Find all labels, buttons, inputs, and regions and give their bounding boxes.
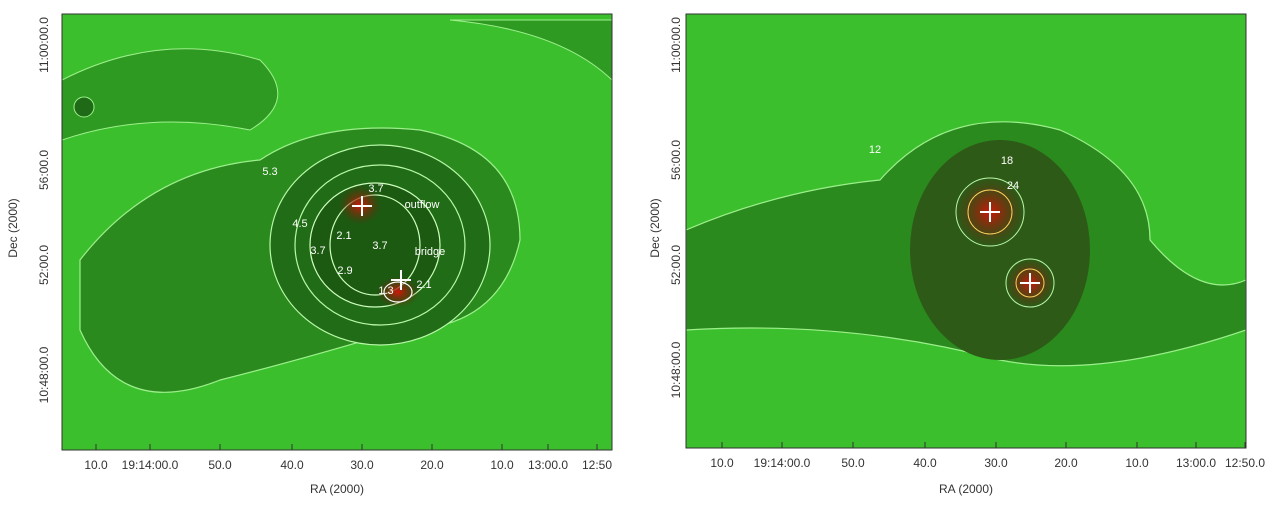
- x-tick-label: 10.0: [1125, 456, 1149, 470]
- contour-label: 3.7: [372, 240, 387, 252]
- x-axis-title: RA (2000): [939, 482, 993, 496]
- x-tick-label: 30.0: [350, 458, 374, 472]
- y-tick-label: 10:48:00.0: [37, 346, 51, 403]
- x-tick-label: 13:00.0: [1176, 456, 1216, 470]
- y-axis-title: Dec (2000): [648, 198, 662, 257]
- y-tick-label: 11:00:00.0: [669, 17, 683, 73]
- x-tick-label: 12:50.0: [1225, 456, 1265, 470]
- x-tick-label: 19:14:00.0: [122, 458, 179, 472]
- y-tick-label: 56:00.0: [37, 150, 51, 190]
- x-tick-label: 50.0: [841, 456, 865, 470]
- x-tick-label: 13:00.0: [528, 458, 568, 472]
- y-tick-label: 10:48:00.0: [669, 341, 683, 398]
- contour-label: 1.3: [378, 285, 393, 297]
- x-tick-label: 10.0: [710, 456, 734, 470]
- x-tick-label: 20.0: [1054, 456, 1078, 470]
- x-tick-label: 19:14:00.0: [754, 456, 811, 470]
- contour-label: 3.7: [368, 183, 383, 195]
- x-tick-label: 12:50: [582, 458, 612, 472]
- contour-label: 5.3: [262, 166, 277, 178]
- contour-label: bridge: [415, 246, 446, 258]
- contour-label: outflow: [405, 199, 440, 211]
- y-tick-label: 52:00.0: [37, 245, 51, 285]
- x-tick-label: 50.0: [208, 458, 232, 472]
- right-image: [686, 14, 1246, 448]
- x-tick-label: 30.0: [984, 456, 1008, 470]
- x-tick-label: 40.0: [280, 458, 304, 472]
- contour-label: 24: [1007, 180, 1019, 192]
- contour-label: 2.1: [416, 279, 431, 291]
- y-tick-label: 56:00.0: [669, 140, 683, 180]
- y-axis-title: Dec (2000): [6, 198, 20, 257]
- contour-label: 2.9: [337, 265, 352, 277]
- x-tick-label: 10.0: [490, 458, 514, 472]
- contour-label: 4.5: [292, 218, 307, 230]
- contour-label: 2.1: [336, 230, 351, 242]
- contour-label: 18: [1001, 155, 1013, 167]
- x-tick-label: 10.0: [84, 458, 108, 472]
- x-tick-label: 40.0: [913, 456, 937, 470]
- contour-label: 12: [869, 144, 881, 156]
- y-tick-label: 52:00.0: [669, 245, 683, 285]
- figure: 10.0 19:14:00.0 50.0 40.0 30.0 20.0 10.0 13:00.…: [0, 0, 1279, 502]
- x-tick-label: 20.0: [420, 458, 444, 472]
- y-tick-label: 11:00:00.0: [37, 17, 51, 73]
- x-axis-title: RA (2000): [310, 482, 364, 496]
- contour-label: 3.7: [310, 245, 325, 257]
